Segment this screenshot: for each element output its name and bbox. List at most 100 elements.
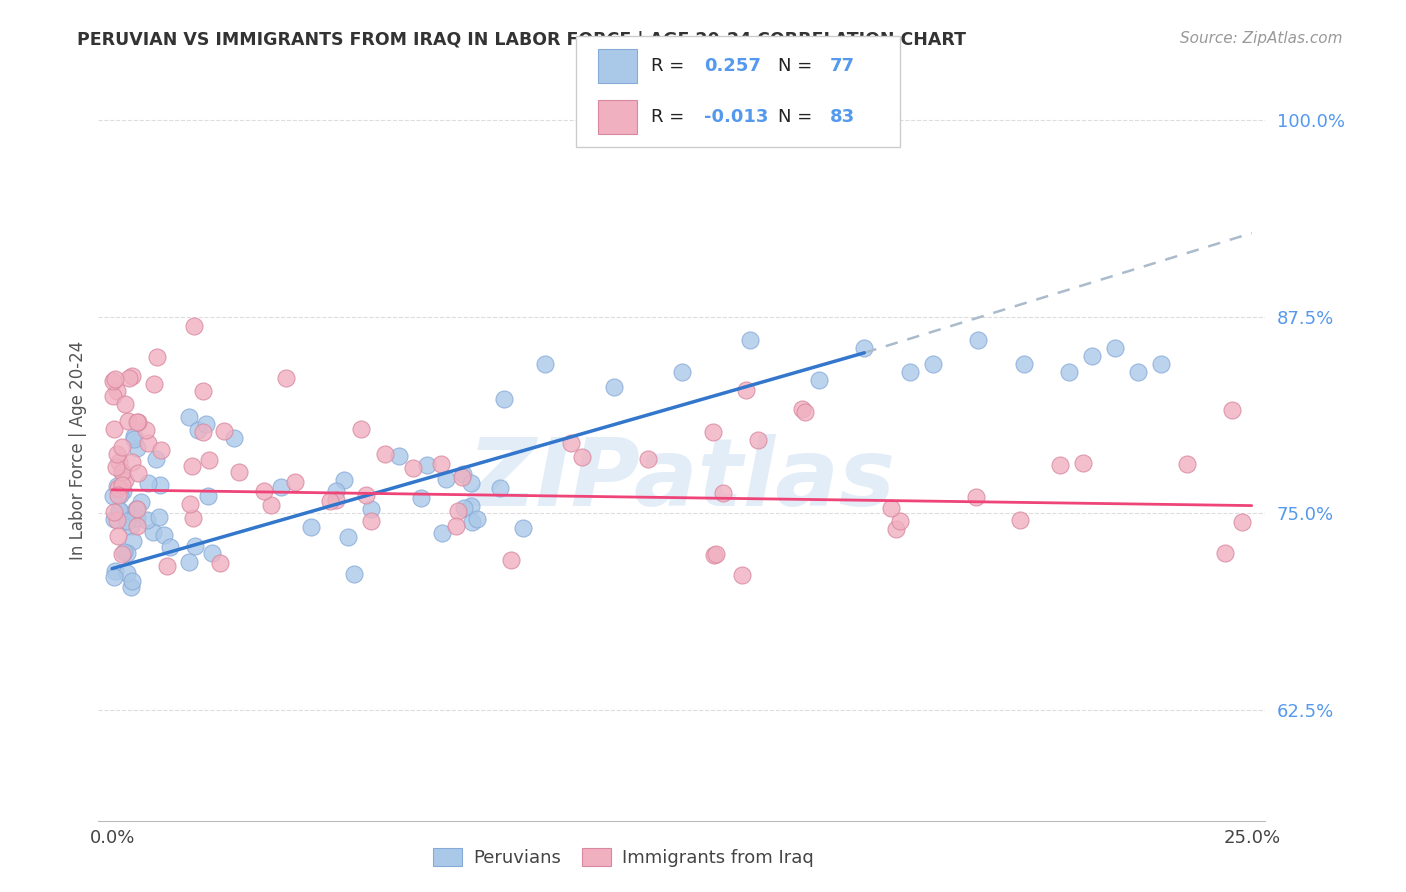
Point [181, 458, 204, 473]
Point [121, 455, 143, 469]
Point [354, 488, 377, 502]
Point [127, 415, 149, 429]
Point [880, 500, 903, 515]
Point [125, 502, 148, 516]
Point [103, 374, 125, 388]
Text: ZIPatlas: ZIPatlas [468, 434, 896, 526]
Point [451, 467, 474, 481]
Point [401, 460, 423, 475]
Point [460, 499, 482, 513]
Point [1012, 357, 1035, 371]
Point [124, 429, 146, 443]
Point [194, 417, 217, 432]
Text: R =: R = [651, 57, 690, 75]
Point [104, 564, 127, 578]
Point [103, 505, 125, 519]
Point [224, 431, 246, 445]
Point [284, 475, 307, 489]
Point [299, 520, 322, 534]
Point [146, 350, 169, 364]
Point [125, 502, 148, 516]
Point [534, 357, 557, 371]
Point [107, 529, 129, 543]
Point [143, 376, 166, 391]
Text: N =: N = [778, 57, 817, 75]
Point [105, 447, 128, 461]
Point [111, 440, 134, 454]
Point [560, 435, 582, 450]
Point [965, 490, 987, 504]
Point [450, 469, 472, 483]
Point [1104, 341, 1126, 355]
Point [107, 481, 129, 495]
Point [197, 452, 219, 467]
Point [127, 510, 149, 524]
Point [921, 357, 943, 371]
Point [260, 498, 283, 512]
Point [735, 383, 758, 397]
Point [131, 494, 153, 508]
Point [711, 486, 734, 500]
Point [453, 501, 475, 516]
Point [201, 546, 224, 560]
Point [671, 365, 693, 379]
Point [212, 425, 235, 439]
Point [430, 525, 453, 540]
Point [115, 514, 138, 528]
Point [461, 515, 484, 529]
Point [1010, 513, 1032, 527]
Point [110, 547, 132, 561]
Point [101, 389, 124, 403]
Point [1081, 349, 1104, 363]
Point [177, 410, 200, 425]
Text: 83: 83 [830, 108, 855, 126]
Point [501, 553, 523, 567]
Point [105, 384, 128, 398]
Point [105, 512, 128, 526]
Y-axis label: In Labor Force | Age 20-24: In Labor Force | Age 20-24 [69, 341, 87, 560]
Point [349, 421, 371, 435]
Point [103, 569, 125, 583]
Point [145, 451, 167, 466]
Point [1213, 546, 1236, 560]
Point [101, 489, 124, 503]
Point [253, 483, 276, 498]
Point [122, 432, 145, 446]
Point [125, 441, 148, 455]
Point [111, 466, 134, 480]
Point [704, 547, 727, 561]
Point [115, 546, 138, 560]
Point [208, 556, 231, 570]
Point [1175, 457, 1198, 471]
Point [337, 530, 360, 544]
Point [270, 480, 292, 494]
Point [571, 450, 593, 464]
Point [360, 502, 382, 516]
Point [388, 449, 411, 463]
Point [136, 436, 159, 450]
Point [142, 524, 165, 539]
Point [117, 566, 139, 580]
Text: Source: ZipAtlas.com: Source: ZipAtlas.com [1180, 31, 1343, 46]
Point [853, 341, 876, 355]
Point [107, 488, 129, 502]
Point [637, 451, 659, 466]
Point [415, 458, 437, 472]
Point [105, 459, 128, 474]
Point [148, 510, 170, 524]
Point [117, 414, 139, 428]
Point [1049, 458, 1071, 472]
Point [434, 472, 457, 486]
Point [149, 442, 172, 457]
Point [110, 478, 132, 492]
Legend: Peruvians, Immigrants from Iraq: Peruvians, Immigrants from Iraq [433, 847, 814, 867]
Text: 77: 77 [830, 57, 855, 75]
Point [121, 574, 143, 588]
Point [183, 511, 205, 525]
Point [127, 466, 149, 480]
Point [444, 519, 467, 533]
Point [512, 521, 534, 535]
Point [228, 466, 250, 480]
Text: R =: R = [651, 108, 690, 126]
Point [122, 506, 145, 520]
